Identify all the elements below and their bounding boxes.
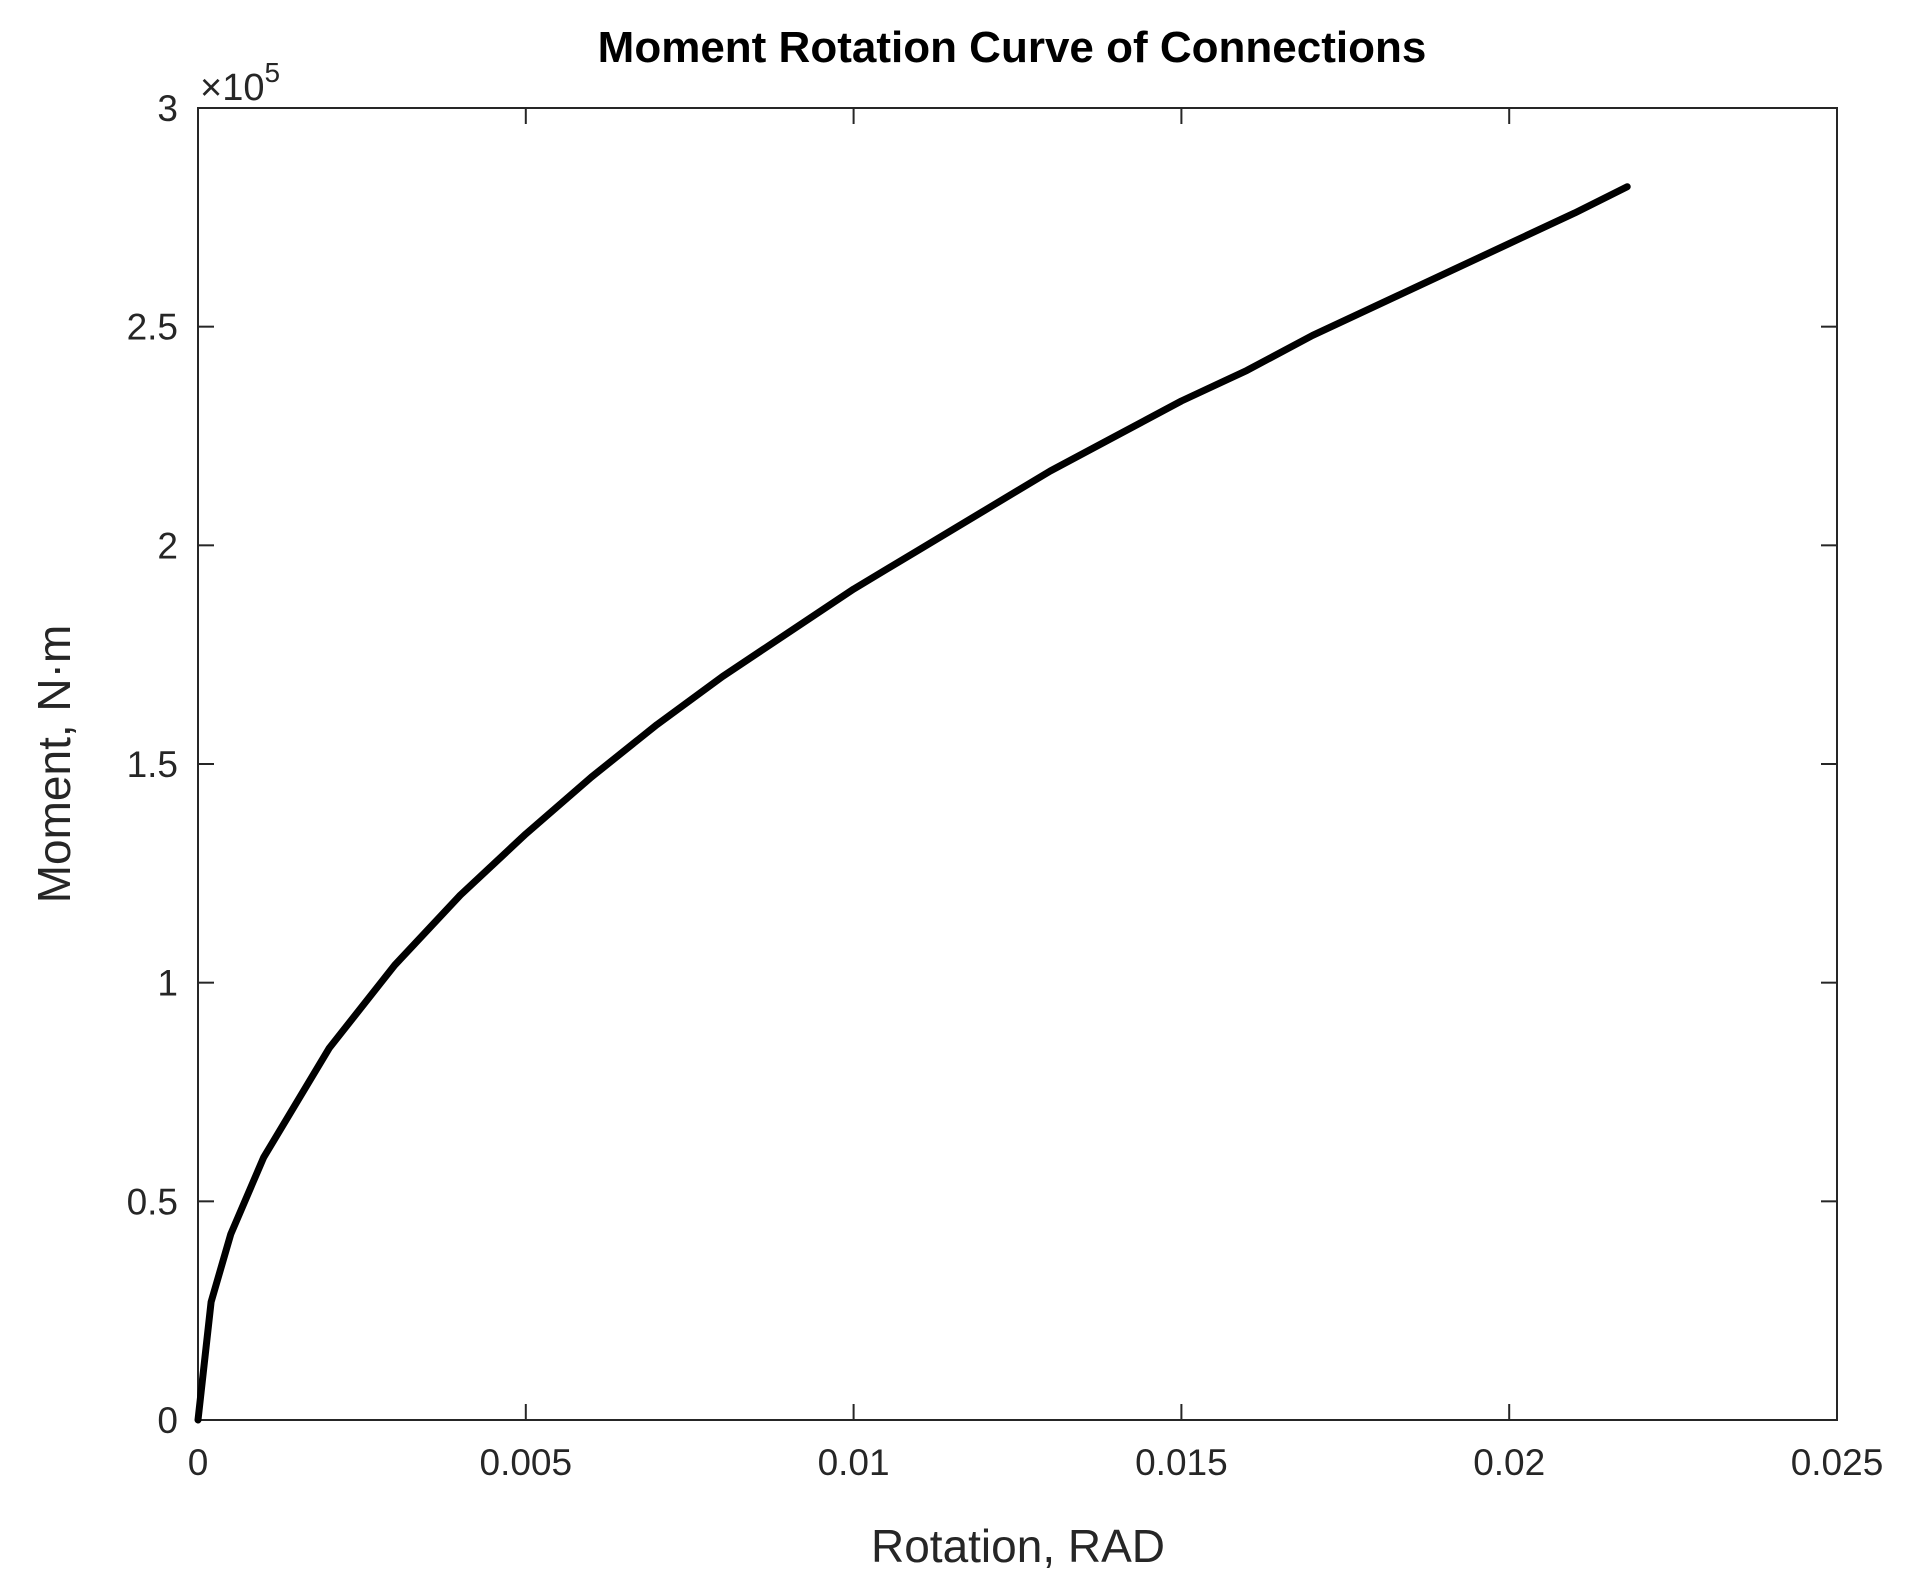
x-tick-label: 0.01: [818, 1442, 890, 1483]
x-axis-label: Rotation, RAD: [871, 1520, 1165, 1572]
x-tick-label: 0.015: [1135, 1442, 1228, 1483]
y-multiplier-base: ×10: [200, 67, 264, 109]
y-tick-label: 2.5: [127, 307, 178, 348]
y-tick-label: 1.5: [127, 744, 178, 785]
y-multiplier-exponent: 5: [264, 57, 280, 88]
chart-title: Moment Rotation Curve of Connections: [598, 23, 1427, 72]
x-tick-label: 0.02: [1473, 1442, 1545, 1483]
y-tick-label: 2: [157, 525, 178, 566]
x-tick-label: 0.025: [1791, 1442, 1884, 1483]
plot-frame: [197, 107, 1838, 1421]
y-tick-label: 0.5: [127, 1181, 178, 1222]
x-tick-label: 0: [188, 1442, 209, 1483]
y-multiplier: ×105: [200, 57, 280, 109]
x-tick-label: 0.005: [480, 1442, 573, 1483]
y-tick-label: 3: [157, 88, 178, 129]
y-axis-label: Moment, N·m: [28, 625, 80, 904]
y-tick-label: 1: [157, 963, 178, 1004]
y-tick-label: 0: [157, 1400, 178, 1441]
data-line: [194, 183, 1631, 1424]
